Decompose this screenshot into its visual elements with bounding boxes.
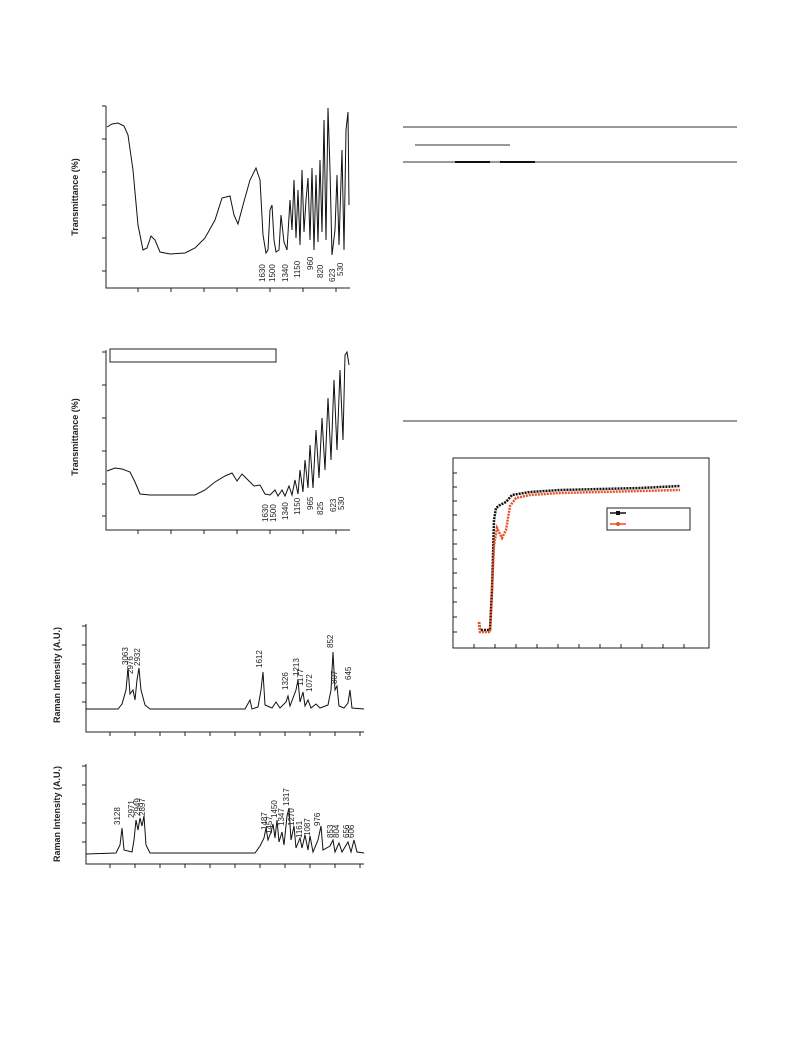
table-rules: [403, 126, 737, 422]
peak-label: 2932: [133, 648, 142, 666]
peak-label: 2971: [127, 800, 136, 818]
ticks: [102, 351, 337, 534]
ticks: [453, 472, 685, 648]
peak-label: 2897: [138, 798, 147, 816]
peak-label: 623: [329, 498, 338, 512]
peak-label: 1457: [265, 816, 274, 834]
peak-label: 976: [313, 812, 322, 826]
y-axis-label: Transmittance (%): [70, 158, 80, 236]
legend-marker: [616, 522, 620, 526]
peak-label: 1500: [268, 264, 277, 282]
ticks: [82, 765, 361, 868]
axes: [105, 106, 350, 289]
peak-label: 1150: [293, 497, 302, 515]
legend-box: [606, 507, 691, 531]
peak-label: 1347: [277, 808, 286, 826]
peak-label: 960: [306, 256, 315, 270]
peak-label: 1340: [281, 502, 290, 520]
peak-label: 1072: [305, 674, 314, 692]
peak-label: 853: [326, 824, 335, 838]
peak-label: 965: [306, 496, 315, 510]
peak-label: 1213: [292, 658, 301, 676]
peak-label: 3063: [121, 647, 130, 665]
peak-label: 656: [342, 824, 351, 838]
spectrum-curve: [85, 807, 365, 855]
ticks: [82, 625, 361, 736]
peak-label: 1150: [293, 260, 302, 278]
series-red: [477, 488, 681, 634]
peak-label: 530: [337, 496, 346, 510]
peak-label: 645: [344, 666, 353, 680]
peak-label: 1326: [281, 672, 290, 690]
peak-label: 606: [347, 824, 356, 838]
peak-label: 1270: [287, 808, 296, 826]
y-axis-label: Raman Intensity (A.U.): [52, 627, 62, 723]
peak-label: 1161: [295, 820, 304, 838]
peak-label: 2976: [126, 656, 135, 674]
peak-label: 825: [316, 501, 325, 515]
peak-label: 1450: [270, 800, 279, 818]
spectrum-curve: [106, 350, 350, 498]
peak-label: 1487: [260, 812, 269, 830]
peak-label: 1177: [296, 668, 305, 686]
spectrum-curve: [86, 651, 365, 710]
peak-label: 3128: [113, 807, 122, 825]
spectrum-curve: [106, 107, 350, 256]
legend-box: [109, 348, 277, 363]
peak-label: 1612: [255, 650, 264, 668]
axes: [85, 624, 364, 733]
ir-spectrum-2: Transmittance (%) 1630 1500 1340 1150 965 825…: [70, 348, 350, 534]
peak-label: 804: [332, 824, 341, 838]
peak-labels: 1630 1500 1340 1150 965 825 623 530: [261, 496, 346, 522]
peak-label: 1317: [282, 788, 291, 806]
peak-label: 1340: [281, 264, 290, 282]
ir-spectrum-1: Transmittance (%) 1630 1500 1340 1150 960820…: [70, 105, 350, 292]
peak-label: 852: [326, 634, 335, 648]
peak-label: 530: [336, 262, 345, 276]
peak-label: 1630: [258, 264, 267, 282]
peak-label: 1087: [303, 818, 312, 836]
peak-label: 807: [330, 670, 339, 684]
y-axis-label: Raman Intensity (A.U.): [52, 766, 62, 862]
peak-label: 820: [316, 264, 325, 278]
peak-label: 1630: [261, 504, 270, 522]
legend-marker: [616, 511, 620, 515]
peak-label: 1500: [269, 504, 278, 522]
kinetics-chart: [452, 457, 710, 649]
y-axis-label: Transmittance (%): [70, 398, 80, 476]
ticks: [102, 105, 337, 292]
peak-label: 2949: [133, 798, 142, 816]
axes: [85, 764, 364, 865]
plot-frame: [452, 457, 710, 649]
peak-label: 623: [328, 268, 337, 282]
axes: [105, 350, 350, 531]
